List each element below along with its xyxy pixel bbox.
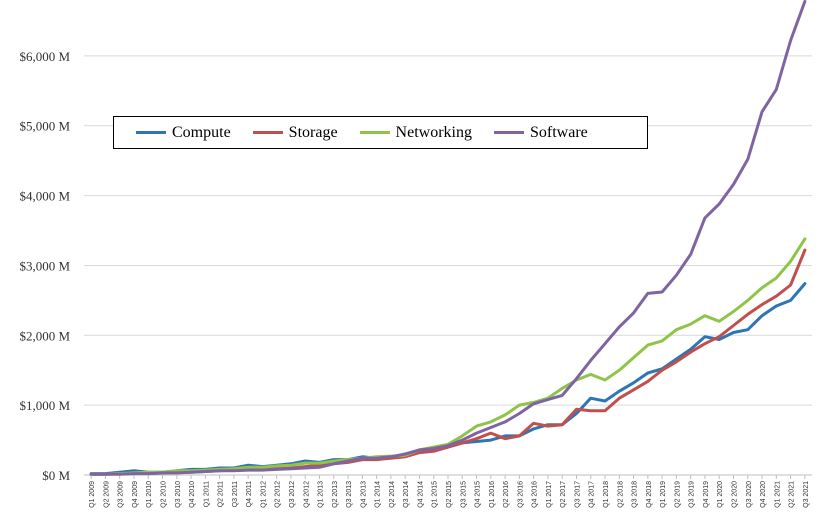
x-tick-label: Q3 2012 [289,481,296,508]
x-tick-label: Q3 2018 [632,481,639,508]
legend-item-compute: Compute [136,124,231,142]
x-tick-label: Q2 2018 [617,481,624,508]
x-tick-label: Q2 2015 [446,481,453,508]
x-tick-label: Q4 2020 [760,481,767,508]
series-lines [89,0,807,476]
x-tick-label: Q3 2015 [460,481,467,508]
x-tick-label: Q4 2019 [703,481,710,508]
x-tick-label: Q3 2016 [517,481,524,508]
x-tick-label: Q1 2014 [375,481,382,508]
x-tick-label: Q2 2019 [674,481,681,508]
x-tick-label: Q4 2017 [589,481,596,508]
x-tick-label: Q2 2013 [332,481,339,508]
y-tick-label: $2,000 M [19,328,70,343]
y-tick-label: $5,000 M [19,119,70,134]
y-axis: $0 M $1,000 M $2,000 M $3,000 M $4,000 M $5,0… [19,49,70,483]
x-tick-label: Q3 2017 [574,481,581,508]
legend-item-software: Software [493,123,588,142]
x-tick-label: Q2 2009 [103,481,110,508]
legend-swatch-compute [136,131,166,134]
x-tick-label: Q3 2011 [232,481,239,507]
x-tick-label: Q3 2010 [175,481,182,508]
x-tick-label: Q3 2013 [346,481,353,508]
x-tick-label: Q2 2016 [503,481,510,508]
x-tick-label: Q3 2009 [118,481,125,508]
x-tick-label: Q3 2019 [689,481,696,508]
x-tick-label: Q1 2011 [203,481,210,507]
legend-swatch-storage [252,131,283,134]
x-tick-label: Q4 2011 [246,481,253,507]
x-tick-label: Q3 2014 [403,481,410,508]
x-tick-label: Q1 2016 [489,481,496,508]
x-tick-label: Q4 2016 [532,481,539,508]
y-tick-label: $3,000 M [19,258,70,273]
series-line-storage [89,248,807,476]
series-line-software [89,0,807,476]
x-tick-label: Q1 2015 [432,481,439,508]
y-tick-label: $1,000 M [19,398,70,413]
y-tick-label: $6,000 M [19,49,70,64]
x-tick-label: Q2 2017 [560,481,567,508]
x-tick-label: Q4 2014 [417,481,424,508]
legend: Compute Storage Networking Software [113,116,648,149]
x-tick-label: Q2 2021 [789,481,796,508]
legend-swatch-networking [359,131,390,134]
legend-label-compute: Compute [172,123,231,141]
series-line-networking [89,237,807,476]
x-tick-label: Q1 2020 [717,481,724,508]
x-tick-label: Q1 2012 [260,481,267,508]
legend-label-networking: Networking [395,123,472,141]
x-tick-label: Q1 2013 [318,481,325,508]
x-tick-label: Q4 2015 [475,481,482,508]
x-tick-label: Q2 2010 [161,481,168,508]
x-tick-label: Q4 2018 [646,481,653,508]
legend-label-software: Software [529,123,588,141]
x-tick-label: Q1 2021 [774,481,781,508]
legend-item-storage: Storage [252,123,338,142]
y-tick-label: $0 M [42,468,70,483]
legend-item-networking: Networking [359,123,472,142]
x-tick-label: Q1 2009 [89,481,96,508]
y-tick-label: $4,000 M [19,189,70,204]
x-tick-label: Q1 2010 [146,481,153,508]
legend-swatch-software [493,131,524,134]
x-tick-label: Q4 2010 [189,481,196,508]
x-tick-label: Q4 2009 [132,481,139,508]
x-tick-label: Q2 2011 [218,481,225,507]
legend-label-storage: Storage [288,123,338,141]
x-tick-label: Q3 2020 [746,481,753,508]
x-tick-label: Q2 2020 [731,481,738,508]
x-tick-label: Q2 2012 [275,481,282,508]
x-tick-label: Q1 2017 [546,481,553,508]
x-tick-label: Q3 2021 [803,481,810,508]
x-tick-label: Q1 2018 [603,481,610,508]
x-tick-label: Q2 2014 [389,481,396,508]
x-tick-label: Q1 2019 [660,481,667,508]
x-tick-label: Q4 2012 [303,481,310,508]
x-axis: Q1 2009 Q2 2009 Q3 2009 Q4 2009 Q1 2010 Q2 20… [84,474,812,508]
x-tick-label: Q4 2013 [360,481,367,508]
